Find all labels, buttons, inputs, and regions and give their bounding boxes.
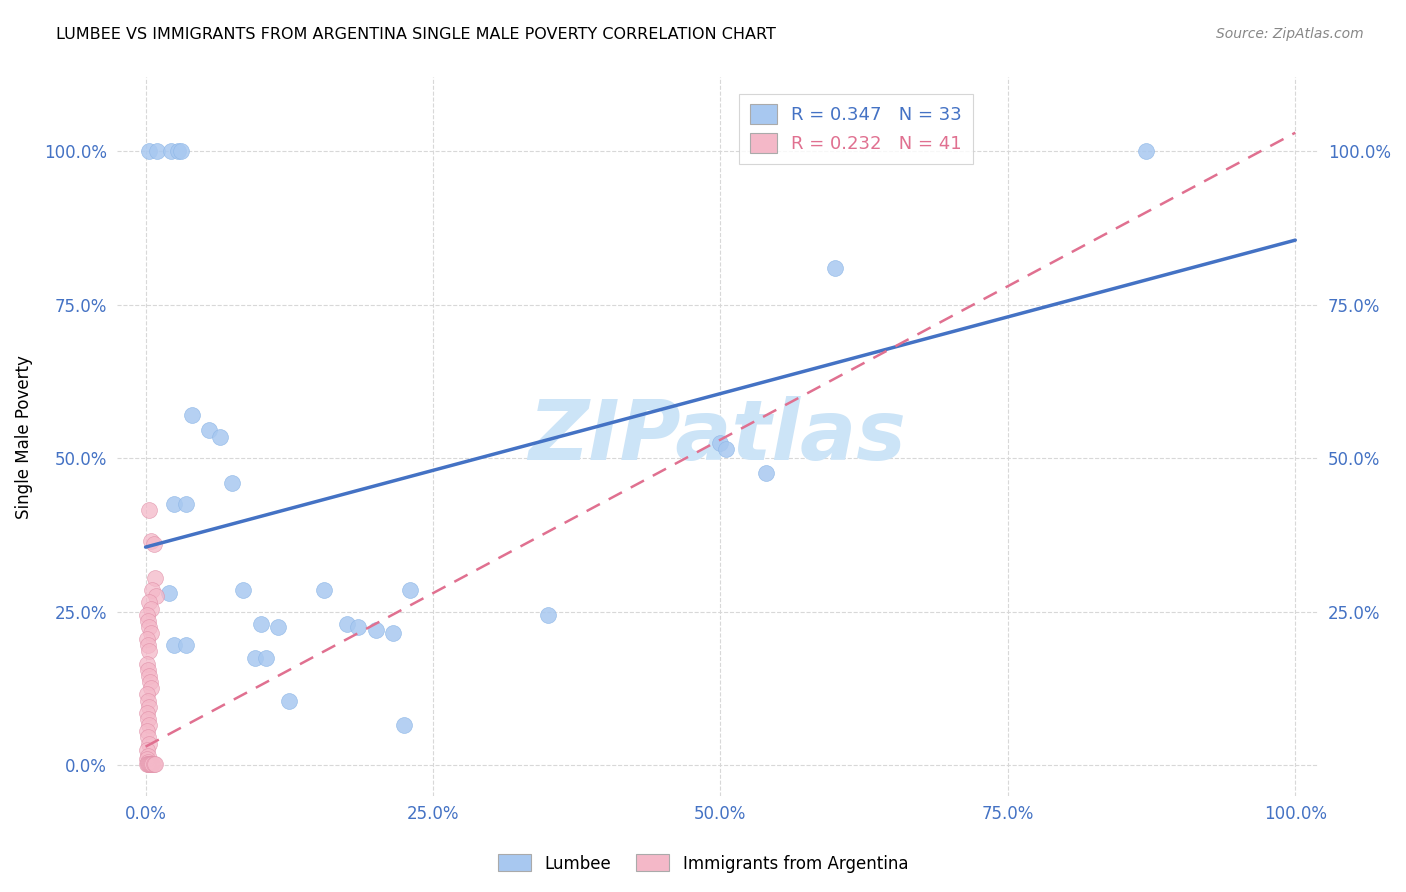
Point bbox=[163, 638, 186, 652]
Point bbox=[141, 601, 163, 615]
Point bbox=[267, 620, 290, 634]
Point bbox=[180, 408, 202, 422]
Point bbox=[537, 607, 560, 622]
Point bbox=[136, 757, 159, 772]
Point bbox=[394, 718, 416, 732]
Point bbox=[143, 571, 166, 585]
Point bbox=[141, 681, 163, 696]
Point bbox=[399, 583, 422, 598]
Point bbox=[170, 144, 193, 158]
Point bbox=[1135, 144, 1157, 158]
Point bbox=[824, 260, 846, 275]
Point bbox=[135, 752, 157, 766]
Point bbox=[138, 718, 160, 732]
Point bbox=[755, 467, 778, 481]
Point bbox=[135, 724, 157, 739]
Point bbox=[136, 748, 159, 763]
Text: LUMBEE VS IMMIGRANTS FROM ARGENTINA SINGLE MALE POVERTY CORRELATION CHART: LUMBEE VS IMMIGRANTS FROM ARGENTINA SING… bbox=[56, 27, 776, 42]
Point bbox=[141, 533, 163, 548]
Point bbox=[141, 626, 163, 640]
Point bbox=[714, 442, 737, 456]
Point bbox=[142, 757, 165, 772]
Point bbox=[138, 620, 160, 634]
Point bbox=[138, 644, 160, 658]
Point bbox=[146, 144, 169, 158]
Point bbox=[364, 623, 387, 637]
Point bbox=[139, 675, 162, 690]
Point bbox=[135, 607, 157, 622]
Point bbox=[135, 688, 157, 702]
Point bbox=[163, 497, 186, 511]
Text: ZIPatlas: ZIPatlas bbox=[529, 396, 907, 477]
Point bbox=[709, 435, 731, 450]
Point bbox=[381, 626, 404, 640]
Point bbox=[221, 475, 243, 490]
Point bbox=[135, 632, 157, 647]
Point bbox=[174, 638, 197, 652]
Point bbox=[232, 583, 254, 598]
Point bbox=[209, 429, 232, 443]
Point bbox=[138, 699, 160, 714]
Point bbox=[145, 589, 167, 603]
Point bbox=[138, 144, 160, 158]
Point bbox=[138, 595, 160, 609]
Point bbox=[136, 712, 159, 726]
Point bbox=[139, 757, 162, 772]
Text: Source: ZipAtlas.com: Source: ZipAtlas.com bbox=[1216, 27, 1364, 41]
Point bbox=[138, 503, 160, 517]
Point bbox=[138, 757, 160, 772]
Point bbox=[135, 757, 157, 772]
Point bbox=[347, 620, 370, 634]
Point bbox=[141, 583, 163, 598]
Point bbox=[166, 144, 188, 158]
Point bbox=[174, 497, 197, 511]
Point bbox=[141, 757, 163, 772]
Point bbox=[135, 742, 157, 756]
Point bbox=[243, 650, 266, 665]
Point bbox=[249, 616, 271, 631]
Point bbox=[136, 638, 159, 652]
Legend: R = 0.347   N = 33, R = 0.232   N = 41: R = 0.347 N = 33, R = 0.232 N = 41 bbox=[740, 94, 973, 164]
Point bbox=[138, 737, 160, 751]
Legend: Lumbee, Immigrants from Argentina: Lumbee, Immigrants from Argentina bbox=[491, 847, 915, 880]
Point bbox=[136, 755, 159, 769]
Y-axis label: Single Male Poverty: Single Male Poverty bbox=[15, 355, 32, 518]
Point bbox=[136, 731, 159, 745]
Point bbox=[136, 693, 159, 707]
Point bbox=[136, 614, 159, 628]
Point bbox=[160, 144, 183, 158]
Point bbox=[135, 706, 157, 720]
Point bbox=[254, 650, 277, 665]
Point bbox=[157, 586, 180, 600]
Point bbox=[136, 663, 159, 677]
Point bbox=[142, 537, 165, 551]
Point bbox=[312, 583, 335, 598]
Point bbox=[135, 657, 157, 671]
Point bbox=[143, 757, 166, 772]
Point bbox=[198, 424, 221, 438]
Point bbox=[278, 693, 301, 707]
Point bbox=[138, 669, 160, 683]
Point bbox=[336, 616, 359, 631]
Point bbox=[141, 757, 163, 772]
